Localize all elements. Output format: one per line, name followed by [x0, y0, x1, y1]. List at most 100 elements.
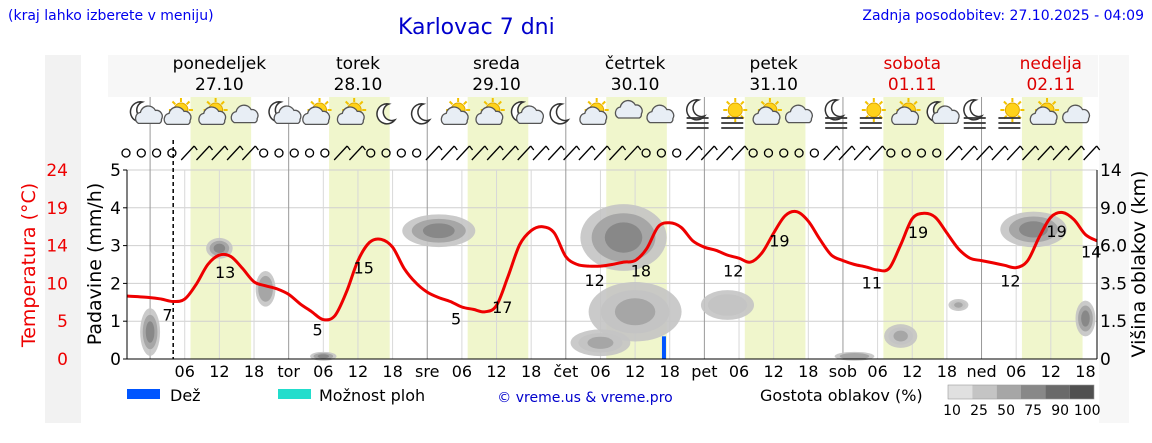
wind-barb-feather [438, 145, 443, 151]
wind-barb-feather [239, 145, 244, 151]
cloud-density-swatch [996, 385, 1021, 399]
wind-barb-feather [560, 145, 565, 151]
sun-cloud-icon [579, 98, 609, 126]
cloud-shape [579, 106, 608, 126]
sun-ray [899, 100, 904, 106]
wind-barb-feather [499, 145, 504, 151]
sun-disc [866, 102, 882, 118]
wind-barb-feather [514, 145, 519, 151]
day-date-label: 28.10 [334, 75, 383, 95]
cloud-patch-core [715, 298, 740, 312]
cloud-patch-core [845, 354, 864, 359]
day-date-label: 02.11 [1026, 75, 1075, 95]
wind-barb-staff [517, 145, 532, 161]
cloud-patch-core [614, 298, 656, 326]
cloud-patch [580, 204, 667, 271]
wind-barb-staff [593, 145, 608, 161]
day-short-label: sre [415, 362, 439, 381]
cloud-shape [475, 106, 504, 126]
sun-cloud-icon [302, 98, 332, 126]
wind-calm-icon [396, 148, 406, 158]
temperature-line [126, 209, 1098, 322]
wind-barb-icon [471, 145, 489, 161]
daylight-band [329, 97, 390, 359]
temp-tick-label: 24 [46, 161, 68, 181]
hour-tick-label: 12 [763, 362, 783, 381]
cloud-density-value: 90 [1051, 403, 1069, 419]
wind-barb-feather [866, 145, 871, 151]
hour-tick-label: 18 [244, 362, 264, 381]
moon-cloud-icon [926, 101, 960, 125]
region-note[interactable]: (kraj lahko izberete v meniju) [8, 8, 214, 24]
wind-barb-icon [1067, 145, 1085, 161]
axes: 012345051014192401.53.56.09.014Temperatu… [18, 161, 1150, 370]
sun-ray [171, 100, 177, 106]
wind-barb-feather [469, 145, 474, 151]
cloud-shape [784, 104, 813, 124]
wind-barb-feather [713, 145, 718, 151]
wind-barb-feather [744, 145, 749, 151]
temperature-label: 12 [1000, 271, 1020, 290]
cloud-patch [140, 308, 161, 356]
hour-tick-label: 06 [867, 362, 887, 381]
weather-icon-row [129, 98, 1091, 129]
temp-tick-label: 5 [57, 312, 68, 332]
cloud-icon [646, 104, 675, 124]
day-name-label: četrtek [605, 54, 666, 74]
wind-barb-icon [196, 145, 214, 161]
day-name-label: nedelja [1020, 54, 1082, 74]
wind-barb-icon [226, 145, 244, 161]
day-name-label: sobota [883, 54, 941, 74]
wind-barb-icon [976, 145, 994, 161]
hour-tick-label: 06 [313, 362, 333, 381]
wind-barb-feather [851, 145, 856, 151]
cloud-patch-core [587, 336, 614, 349]
hour-tick-label: 18 [521, 362, 541, 381]
wind-calm-icon [274, 148, 284, 158]
day-name-label: petek [750, 54, 798, 74]
hour-tick-label: 06 [452, 362, 472, 381]
last-updated: Zadnja posodobitev: 27.10.2025 - 04:09 [862, 8, 1144, 24]
wind-barb-icon [716, 145, 734, 161]
wind-calm-icon [289, 148, 299, 158]
wind-barb-staff [1083, 145, 1098, 161]
sun-cloud-icon [198, 98, 228, 126]
temp-tick-label: 10 [46, 274, 68, 294]
cloud-height-tick-label: 6.0 [1100, 237, 1127, 257]
wind-barb-feather [484, 145, 489, 151]
sun-ray [760, 100, 765, 106]
wind-calm-icon [809, 148, 820, 158]
drizzle-icon [614, 99, 643, 119]
temperature-label: 15 [354, 259, 374, 278]
sun-ray [1051, 100, 1057, 106]
wind-calm-icon [672, 148, 682, 158]
wind-barb-feather [606, 145, 611, 151]
wind-barb-staff [501, 145, 516, 161]
sun-ray [344, 100, 350, 106]
wind-barb-icon [838, 145, 856, 161]
wind-barb-staff [1052, 145, 1067, 161]
cloud-patch [255, 270, 276, 307]
cloud-density-value: 100 [1074, 403, 1101, 419]
wind-barb-feather [224, 145, 229, 151]
wind-barb-icon [486, 145, 504, 161]
temperature-label: 12 [584, 271, 604, 290]
wind-calm-icon [381, 148, 391, 158]
sun-ray [206, 100, 211, 106]
wind-barb-staff [731, 145, 746, 161]
sun-ray [463, 100, 468, 106]
wind-barb-icon [593, 145, 611, 161]
cloud-icon [1062, 104, 1091, 124]
wind-barb-icon [501, 145, 519, 161]
wind-barb-staff [333, 145, 348, 161]
sun-ray [1003, 100, 1008, 106]
day-header-band [108, 55, 1098, 97]
wind-barb-icon [823, 145, 841, 161]
cloud-density-scale-frame [947, 384, 1095, 400]
wind-barb-staff [838, 145, 853, 161]
sun-ray [324, 100, 329, 106]
wind-calm-icon [916, 148, 927, 158]
wind-barb-staff [180, 145, 195, 161]
cloud-patch [588, 282, 682, 342]
hour-tick-label: 12 [486, 362, 506, 381]
